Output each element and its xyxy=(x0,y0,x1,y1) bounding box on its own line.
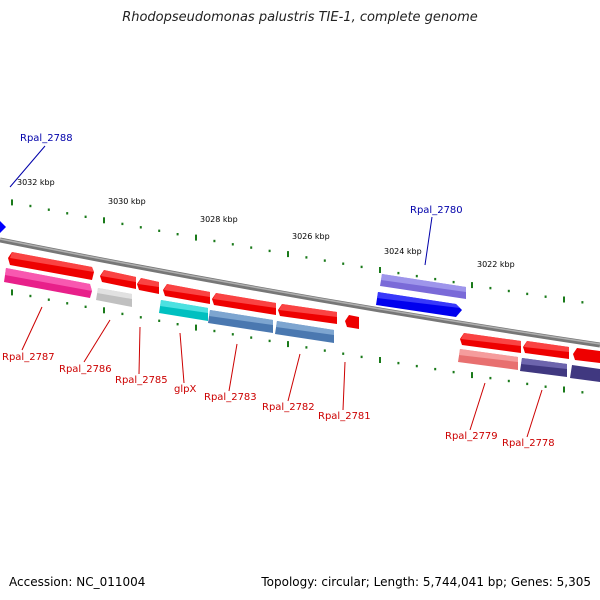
lower-tick-row xyxy=(11,289,584,394)
gene-rpal-2786[interactable] xyxy=(100,270,136,289)
gene-label-rpal-2781[interactable]: Rpal_2781 xyxy=(318,411,371,422)
tick-label-3022: 3022 kbp xyxy=(477,260,515,269)
gene-label-rpal-2783[interactable]: Rpal_2783 xyxy=(204,392,257,403)
gene-rpal-2782-cds[interactable] xyxy=(275,321,334,343)
gene-rpal-2783[interactable] xyxy=(212,293,276,315)
genome-stats-label: Topology: circular; Length: 5,744,041 bp… xyxy=(261,575,591,589)
gene-rpal-2782[interactable] xyxy=(278,304,337,324)
gene-label-glpx[interactable]: glpX xyxy=(174,384,196,395)
gene-rpal-2779-cds[interactable] xyxy=(458,349,518,370)
gene-rpal-2787[interactable] xyxy=(8,252,94,280)
gene-rpal-2788[interactable] xyxy=(0,221,6,233)
gene-label-rpal-2788[interactable]: Rpal_2788 xyxy=(20,133,73,144)
gene-label-rpal-2786[interactable]: Rpal_2786 xyxy=(59,364,112,375)
tick-label-3028: 3028 kbp xyxy=(200,215,238,224)
gene-label-rpal-2778[interactable]: Rpal_2778 xyxy=(502,438,555,449)
gene-rpal-2785[interactable] xyxy=(137,278,159,294)
gene-label-rpal-2780[interactable]: Rpal_2780 xyxy=(410,205,463,216)
gene-rpal-2781[interactable] xyxy=(345,315,359,329)
genome-title: Rhodopseudomonas palustris TIE-1, comple… xyxy=(122,10,478,25)
gene-rpal-2778-cds[interactable] xyxy=(520,358,567,377)
gene-glpx-cds[interactable] xyxy=(159,300,208,321)
gene-label-rpal-2787[interactable]: Rpal_2787 xyxy=(2,352,55,363)
upper-tick-row xyxy=(11,199,584,304)
genome-backbone xyxy=(0,237,600,348)
gene-next-lower[interactable] xyxy=(570,365,600,382)
gene-rpal-2787-cds[interactable] xyxy=(4,268,92,298)
gene-label-rpal-2785[interactable]: Rpal_2785 xyxy=(115,375,168,386)
tick-label-3032: 3032 kbp xyxy=(17,178,55,187)
gene-rpal-2780-cds[interactable] xyxy=(376,292,462,317)
gene-label-rpal-2779[interactable]: Rpal_2779 xyxy=(445,431,498,442)
gene-glpx[interactable] xyxy=(163,284,210,304)
gene-rpal-2779[interactable] xyxy=(460,333,521,353)
tick-label-3030: 3030 kbp xyxy=(108,197,146,206)
label-leaders xyxy=(9,145,543,438)
tick-label-3024: 3024 kbp xyxy=(384,247,422,256)
tick-label-3026: 3026 kbp xyxy=(292,232,330,241)
gene-next-upper[interactable] xyxy=(573,348,600,363)
gene-rpal-2783-cds[interactable] xyxy=(208,310,273,333)
gene-rpal-2786-cds[interactable] xyxy=(96,288,132,307)
gene-label-rpal-2782[interactable]: Rpal_2782 xyxy=(262,402,315,413)
gene-rpal-2780[interactable] xyxy=(380,274,466,299)
accession-label: Accession: NC_011004 xyxy=(9,575,146,589)
gene-rpal-2778[interactable] xyxy=(523,341,569,359)
